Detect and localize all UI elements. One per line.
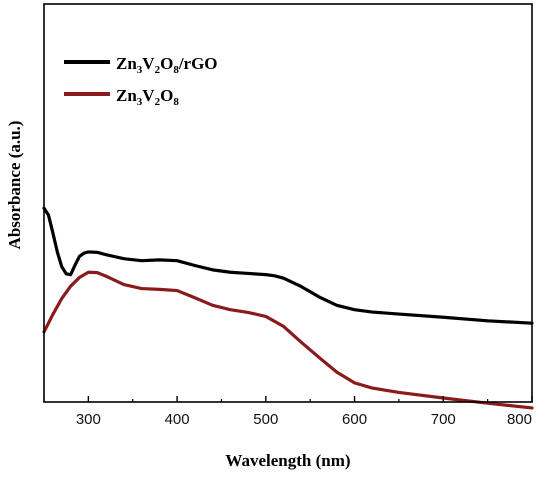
x-tick-label: 800 (507, 411, 532, 428)
x-tick-label: 300 (76, 411, 101, 428)
series-line-zn3v2o8 (42, 270, 534, 410)
plot-frame (43, 3, 533, 403)
x-tick-label: 400 (165, 411, 190, 428)
legend-label-pristine: Zn3V2O8 (116, 86, 179, 108)
series-line-zn3v2o8-rgo (42, 206, 534, 325)
x-axis-ticks: 300 400 500 600 700 800 (43, 396, 533, 428)
x-axis-title: Wavelength (nm) (225, 451, 350, 470)
y-axis-title: Absorbance (a.u.) (5, 121, 24, 250)
x-tick-label: 500 (253, 411, 278, 428)
legend: Zn3V2O8/rGO Zn3V2O8 (64, 54, 218, 108)
series-layer (42, 206, 534, 410)
legend-label-rgo: Zn3V2O8/rGO (116, 54, 218, 76)
x-tick-label: 600 (342, 411, 367, 428)
x-tick-label: 700 (431, 411, 456, 428)
